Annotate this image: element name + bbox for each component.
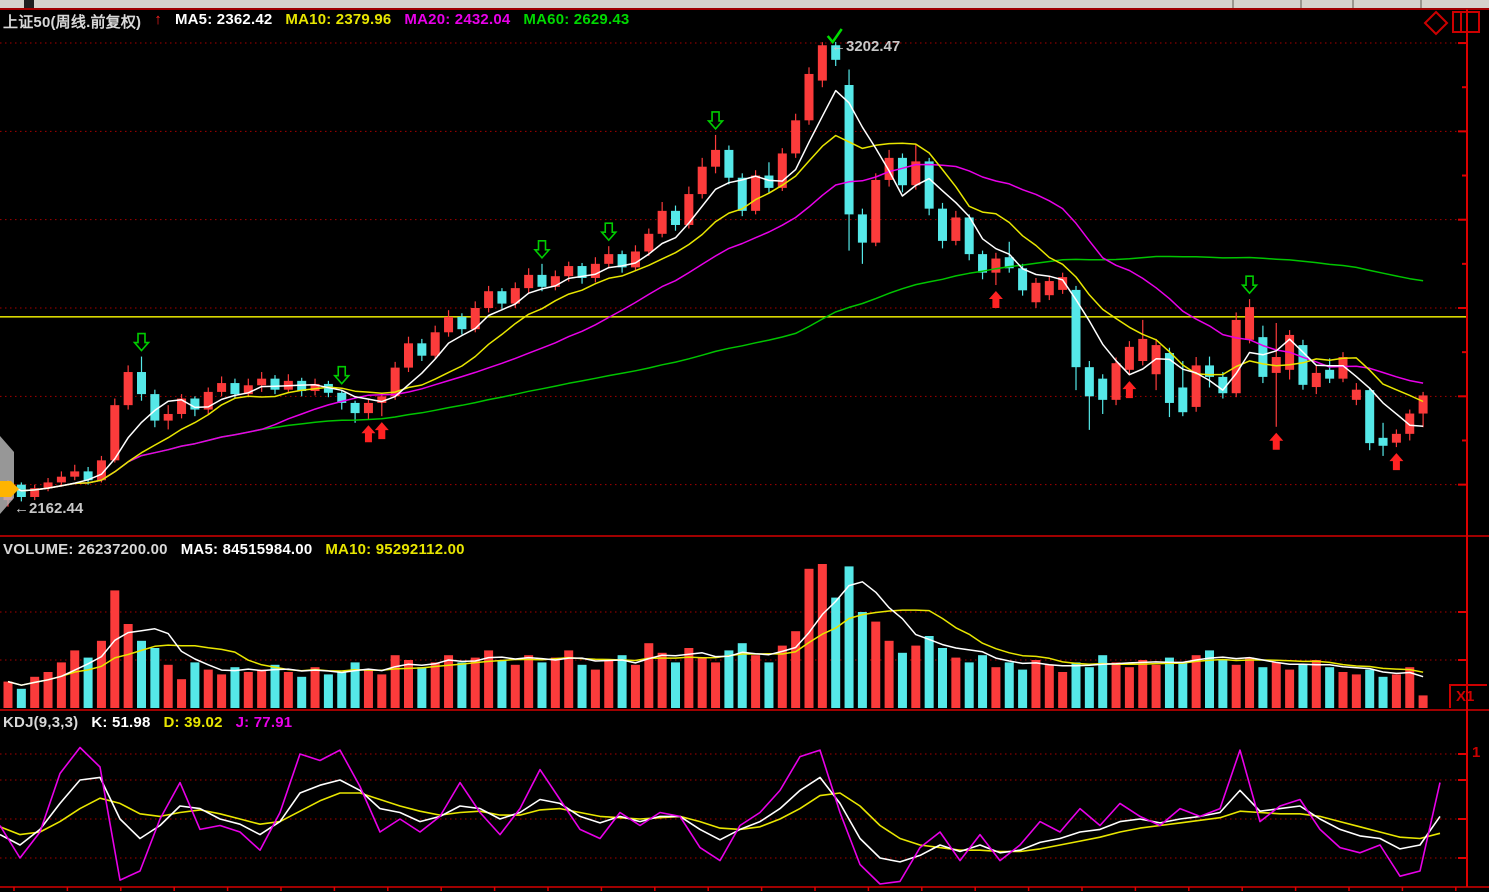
buy-arrow-icon — [374, 422, 389, 440]
split-window-icon[interactable] — [1451, 10, 1481, 36]
vol-ma5-line — [7, 581, 1424, 686]
buy-arrow-icon — [988, 291, 1003, 309]
vol-ma10-line — [7, 609, 1424, 686]
titlebar-divider — [1420, 0, 1422, 9]
kdj-k-line — [0, 776, 1441, 863]
diamond-icon[interactable] — [1423, 10, 1449, 36]
ma5-line — [7, 89, 1424, 492]
ma10-line — [7, 134, 1424, 492]
kdj-d-line — [0, 792, 1441, 853]
sell-arrow-icon — [332, 365, 351, 385]
signal-markers — [132, 28, 1404, 471]
left-edge-decorations — [0, 436, 19, 514]
kdj-lines — [0, 746, 1441, 885]
sell-arrow-icon — [1240, 275, 1259, 295]
peak-check-icon — [826, 28, 843, 45]
sell-arrow-icon — [706, 111, 725, 131]
kdj-j-line — [0, 746, 1441, 885]
price-tag-icon — [0, 481, 19, 497]
buy-arrow-icon — [1389, 453, 1404, 471]
axis-label-clipped: 1 — [1472, 744, 1481, 761]
buy-arrow-icon — [1269, 432, 1284, 450]
titlebar-notch — [24, 0, 34, 9]
frame-and-axis — [0, 8, 1489, 891]
volume-ma-lines — [7, 581, 1424, 686]
sell-arrow-icon — [132, 332, 151, 352]
sell-arrow-icon — [599, 222, 618, 242]
window-titlebar[interactable] — [0, 0, 1489, 9]
collapsed-panel-handle — [0, 436, 14, 514]
gridlines — [0, 42, 1467, 859]
volume-bars — [3, 564, 1428, 708]
buy-arrow-icon — [1122, 381, 1137, 399]
ma20-line — [7, 163, 1424, 492]
titlebar-divider — [1300, 0, 1302, 9]
sell-arrow-icon — [533, 240, 551, 260]
price-ma-lines — [7, 89, 1424, 492]
buy-arrow-icon — [361, 425, 376, 443]
scale-x1-button[interactable]: X1 — [1449, 684, 1487, 708]
titlebar-divider — [1352, 0, 1354, 9]
titlebar-divider — [1232, 0, 1234, 9]
